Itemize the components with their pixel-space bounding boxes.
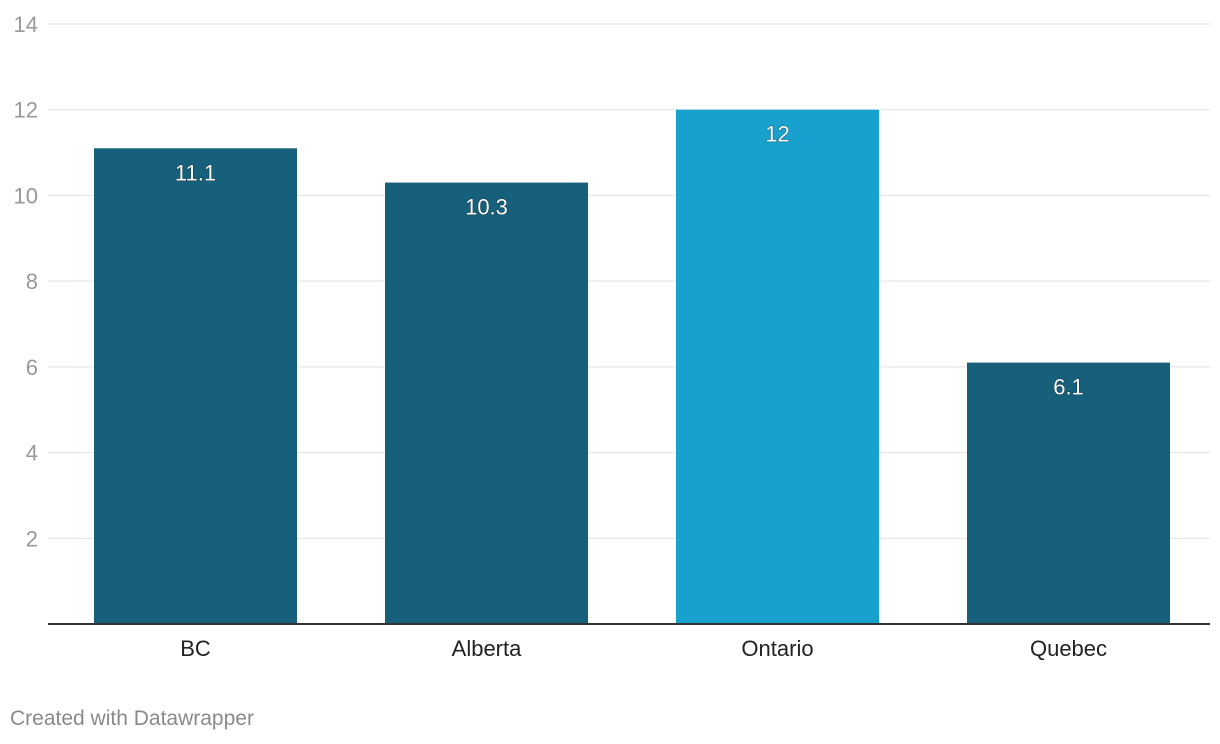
y-tick-label: 4 — [26, 441, 38, 466]
value-labels: 11.1 10.3 12 6.1 — [174, 121, 1084, 400]
bar-chart: 2 4 6 8 10 12 14 11.1 10.3 12 6.1 BC Alberta Ontari… — [14, 12, 1210, 661]
bar-ontario — [676, 109, 879, 624]
bars — [94, 109, 1170, 625]
x-tick-label-ontario: Ontario — [741, 636, 813, 661]
y-tick-label: 2 — [26, 526, 38, 551]
y-tick-label: 10 — [14, 183, 38, 208]
bar-quebec — [967, 362, 1170, 624]
value-label-ontario: 12 — [765, 122, 789, 147]
x-tick-label-quebec: Quebec — [1030, 636, 1107, 661]
y-tick-label: 12 — [14, 98, 38, 123]
bar-alberta — [385, 182, 588, 625]
footer-credit: Created with Datawrapper — [10, 707, 254, 730]
y-tick-label: 8 — [26, 269, 38, 294]
value-label-quebec: 6.1 — [1053, 375, 1084, 400]
x-tick-label-bc: BC — [180, 636, 211, 661]
y-tick-label: 6 — [26, 355, 38, 380]
bar-bc — [94, 148, 297, 625]
y-axis-ticks: 2 4 6 8 10 12 14 — [14, 12, 38, 551]
y-tick-label: 14 — [14, 12, 38, 37]
x-axis-labels: BC Alberta Ontario Quebec — [180, 636, 1107, 661]
value-label-alberta: 10.3 — [465, 195, 508, 220]
value-label-bc: 11.1 — [175, 160, 216, 185]
x-tick-label-alberta: Alberta — [452, 636, 522, 661]
